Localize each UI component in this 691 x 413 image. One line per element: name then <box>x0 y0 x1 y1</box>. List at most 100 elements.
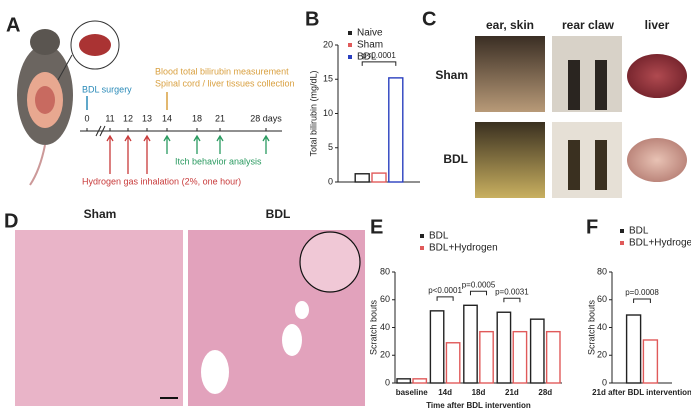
panel-letter: E <box>370 216 383 238</box>
y-tick-label: 20 <box>597 350 607 360</box>
legend-marker <box>620 229 624 233</box>
y-tick-label: 0 <box>602 377 607 387</box>
y-tick-label: 5 <box>328 142 333 152</box>
column-header: liver <box>645 18 670 32</box>
arrow <box>143 134 151 174</box>
y-axis-label: Total bilirubin (mg/dL) <box>308 70 318 156</box>
bar <box>625 314 642 384</box>
timeline-label: 28 days <box>250 113 282 123</box>
panel-letter: D <box>4 210 18 232</box>
legend-marker <box>348 43 352 47</box>
legend-marker <box>420 234 424 238</box>
y-tick-label: 20 <box>323 39 333 49</box>
y-tick-label: 40 <box>380 322 390 332</box>
y-tick-label: 80 <box>597 266 607 276</box>
panel-letter: F <box>586 216 598 238</box>
arrow <box>216 134 224 154</box>
bar <box>496 311 512 384</box>
bar <box>545 330 561 384</box>
measure-label: Blood total bilirubin measurement <box>155 66 289 76</box>
timeline-label: 11 <box>105 113 114 123</box>
annotation: p<0.0001 <box>362 51 396 60</box>
arrow <box>193 134 201 154</box>
y-tick-label: 0 <box>328 176 333 186</box>
bar <box>354 173 370 183</box>
x-tick-label: 14d <box>438 388 452 397</box>
mouse-illustration <box>17 20 120 186</box>
x-tick-label: 18d <box>472 388 486 397</box>
arrow <box>262 134 270 154</box>
legend-marker <box>420 246 424 250</box>
y-tick-label: 60 <box>597 294 607 304</box>
y-tick-label: 60 <box>380 294 390 304</box>
bar <box>388 77 404 183</box>
annotation: p=0.0008 <box>625 288 659 297</box>
bar <box>429 310 445 384</box>
row-header: BDL <box>443 152 468 166</box>
bar <box>396 378 412 384</box>
timeline-label: 13 <box>142 113 152 123</box>
legend-marker <box>620 241 624 245</box>
significance-bracket <box>361 61 397 66</box>
bar <box>463 304 478 384</box>
legend-label: BDL+Hydrogen <box>629 238 691 249</box>
annotation: p<0.0001 <box>428 286 462 295</box>
legend-label: Naive <box>357 28 383 39</box>
timeline-label: 0 <box>84 113 89 123</box>
measure-label: Spinal cord / liver tissues collection <box>155 78 295 88</box>
arrow <box>163 134 171 154</box>
y-tick-label: 0 <box>385 377 390 387</box>
legend-marker <box>348 55 352 59</box>
bar <box>445 342 461 384</box>
legend-label: Sham <box>357 40 383 51</box>
column-header: Sham <box>84 207 117 221</box>
x-tick-label: 28d <box>538 388 552 397</box>
annotation: p=0.0005 <box>462 280 496 289</box>
y-tick-label: 80 <box>380 266 390 276</box>
arrow <box>106 134 114 174</box>
panel-letter: A <box>6 14 20 36</box>
bar <box>529 318 545 384</box>
timeline-label: 14 <box>162 113 172 123</box>
panel-letter: C <box>422 8 436 30</box>
bar <box>512 330 528 384</box>
y-tick-label: 40 <box>597 322 607 332</box>
y-axis-label: Scratch bouts <box>368 299 378 355</box>
x-axis-label: Time after BDL intervention <box>426 401 531 410</box>
column-header: ear, skin <box>486 18 534 32</box>
y-tick-label: 20 <box>380 350 390 360</box>
bar <box>371 172 387 183</box>
surgery-label: BDL surgery <box>82 84 132 94</box>
legend-label: BDL <box>429 231 449 242</box>
hydrogen-label: Hydrogen gas inhalation (2%, one hour) <box>82 176 241 186</box>
photos <box>475 36 687 198</box>
significance-bracket <box>503 297 521 303</box>
x-tick-label: 21d <box>505 388 519 397</box>
arrow <box>124 134 132 174</box>
column-header: BDL <box>266 207 291 221</box>
legend-marker <box>348 31 352 35</box>
legend-label: BDL <box>357 52 377 63</box>
legend-label: BDL <box>629 226 649 237</box>
legend-label: BDL+Hydrogen <box>429 243 498 254</box>
x-tick-label: baseline <box>396 388 429 397</box>
x-tick-label: 21d after BDL intervention <box>592 388 691 397</box>
significance-bracket <box>633 298 651 304</box>
significance-bracket <box>469 290 488 296</box>
annotation: p=0.0031 <box>495 287 529 296</box>
significance-bracket <box>436 296 454 301</box>
y-tick-label: 10 <box>323 108 333 118</box>
bar <box>412 378 428 384</box>
bar <box>479 330 494 384</box>
histology <box>15 230 365 406</box>
timeline-label: 18 <box>192 113 202 123</box>
timeline-label: 12 <box>123 113 133 123</box>
panel-letter: B <box>305 8 319 30</box>
axis-break <box>95 125 106 137</box>
timeline-label: 21 <box>215 113 225 123</box>
column-header: rear claw <box>562 18 615 32</box>
itch-label: Itch behavior analysis <box>175 156 262 166</box>
y-axis-label: Scratch bouts <box>586 299 596 355</box>
